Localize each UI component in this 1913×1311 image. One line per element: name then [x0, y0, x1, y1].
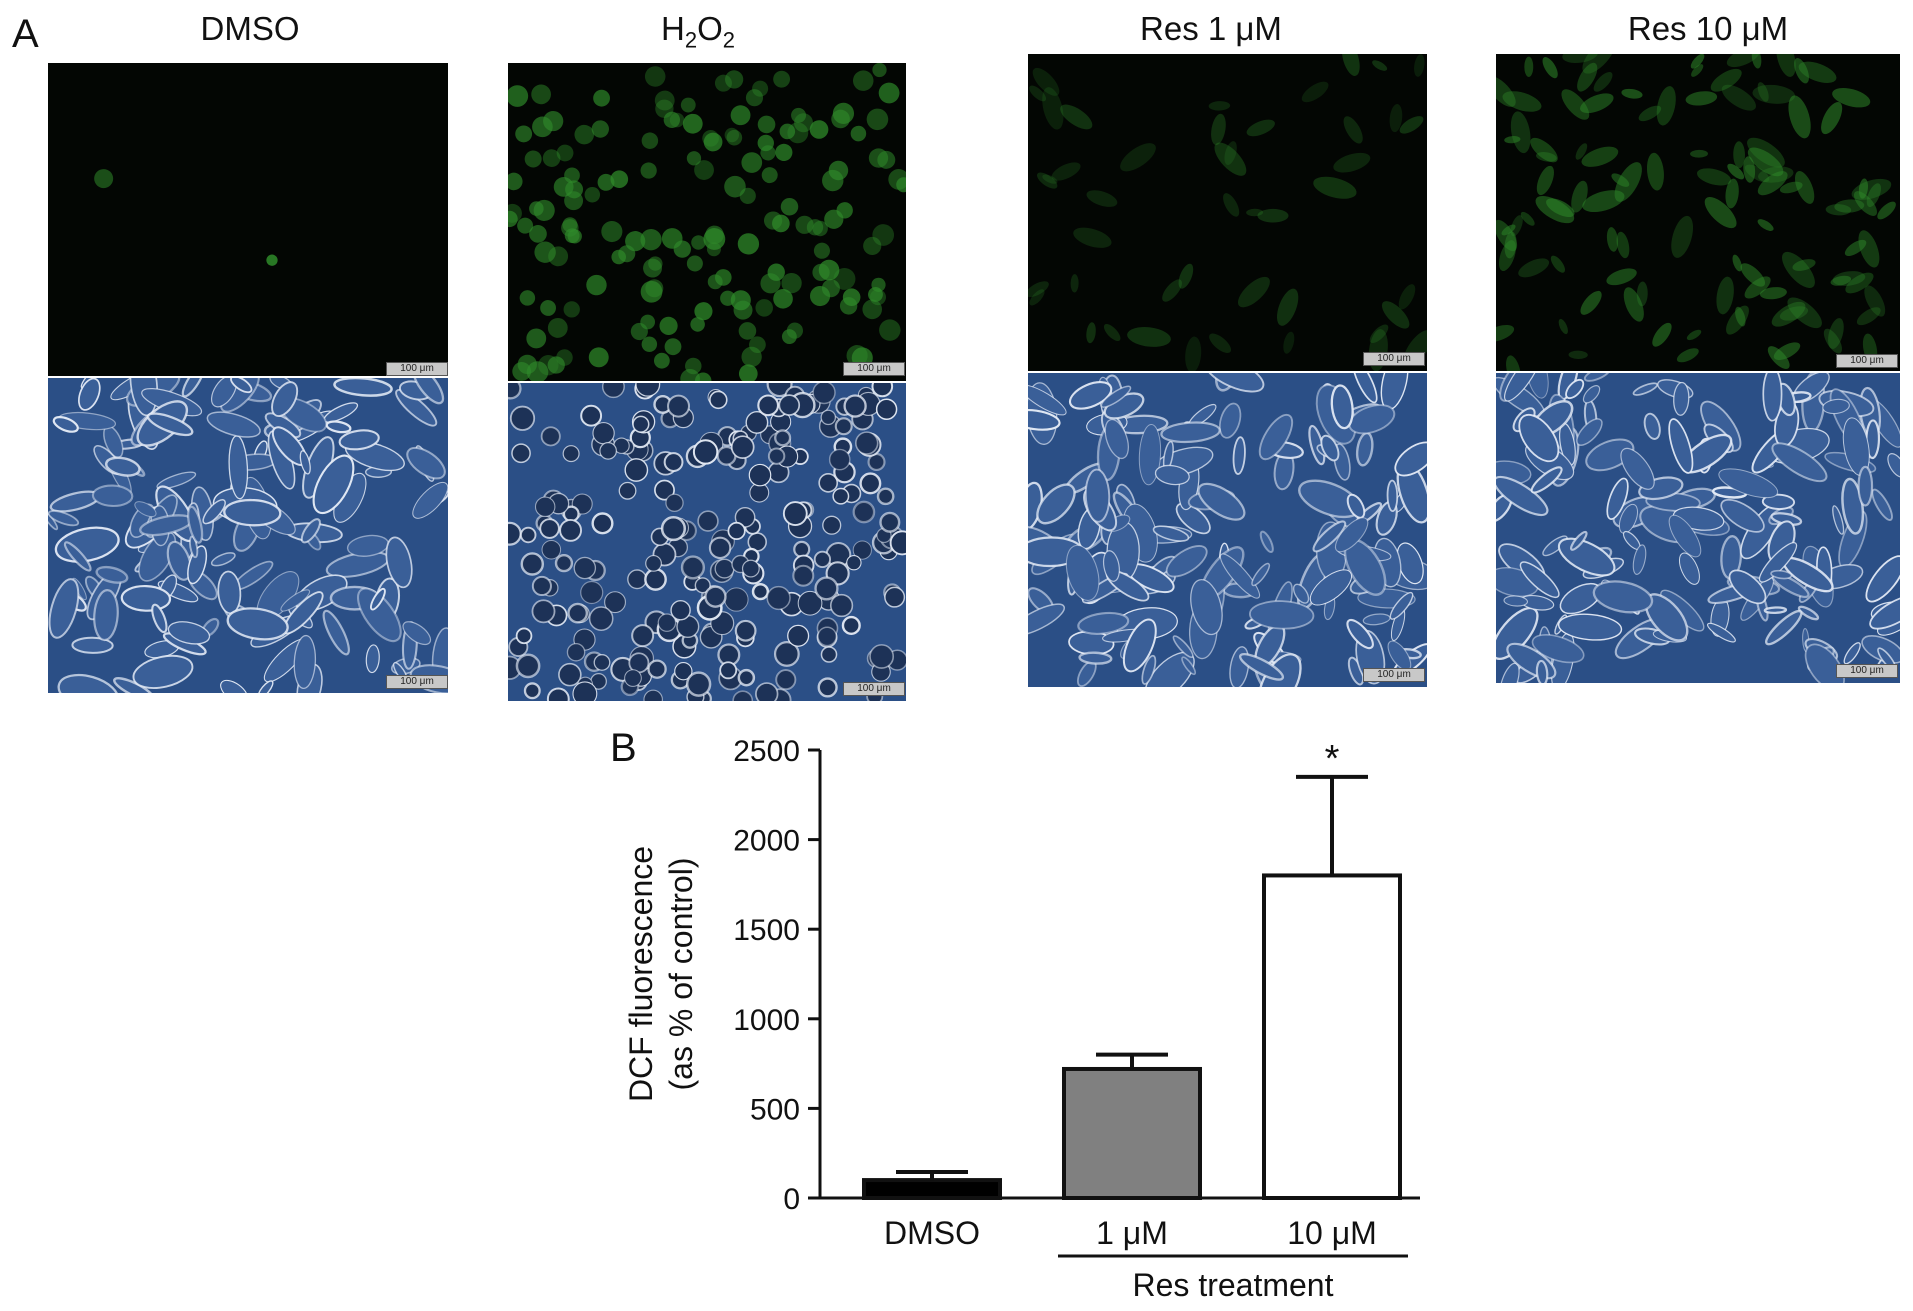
y-axis-label-line1: DCF fluorescence: [623, 846, 659, 1102]
bar-0: [862, 1178, 1002, 1200]
group-label: Res treatment: [1133, 1267, 1334, 1303]
phase-image-dmso: [48, 378, 448, 693]
panel-a-letter: A: [12, 12, 39, 56]
scalebar-phase-res-1um: 100 μm: [1363, 668, 1425, 682]
phase-svg-3: [1496, 373, 1900, 683]
x-tick-labels: DMSO 1 μM 10 μM: [884, 1215, 1377, 1251]
column-title-dmso: DMSO: [200, 10, 300, 47]
bar-chart: 0 500 1000 1500 2000 2500 DCF fluorescence (a…: [623, 735, 1420, 1303]
scalebar-phase-h2o2: 100 μm: [843, 682, 905, 696]
column-title-res-10um: Res 10 μM: [1627, 10, 1789, 47]
fluor-svg-2: [1028, 54, 1427, 371]
scalebar-phase-res-10um: 100 μm: [1836, 664, 1898, 678]
y-tick-label-3: 1500: [733, 914, 800, 947]
y-axis-label-line2: (as % of control): [663, 858, 699, 1091]
fluorescence-image-h2o2: [508, 63, 906, 381]
significance-marker: *: [1325, 738, 1340, 780]
error-bars: [896, 774, 1368, 1181]
bars: [862, 873, 1402, 1201]
column-title-h2o2: H2O2: [660, 10, 735, 53]
fluorescence-image-res-10um: [1496, 54, 1900, 371]
scalebar-fluor-h2o2: 100 μm: [843, 362, 905, 376]
x-tick-label-2: 10 μM: [1287, 1215, 1377, 1251]
bar-1: [1062, 1066, 1202, 1201]
column-title-res-1um: Res 1 μM: [1140, 10, 1282, 47]
phase-image-h2o2: [508, 383, 906, 701]
bar-2: [1262, 873, 1402, 1200]
scalebar-fluor-res-10um: 100 μm: [1836, 354, 1898, 368]
phase-svg-0: [48, 378, 448, 693]
y-tick-label-4: 2000: [733, 825, 800, 858]
y-tick-label-5: 2500: [733, 735, 800, 768]
phase-svg-1: [508, 383, 906, 701]
fluor-svg-1: [508, 63, 906, 381]
x-tick-label-1: 1 μM: [1096, 1215, 1168, 1251]
fluor-svg-0: [48, 63, 448, 376]
scalebar-fluor-dmso: 100 μm: [386, 362, 448, 376]
y-tick-label-2: 1000: [733, 1004, 800, 1037]
scalebar-fluor-res-1um: 100 μm: [1363, 352, 1425, 366]
x-tick-label-0: DMSO: [884, 1215, 980, 1251]
phase-image-res-10um: [1496, 373, 1900, 683]
phase-svg-2: [1028, 373, 1427, 687]
y-axis-ticks: 0 500 1000 1500 2000 2500: [733, 735, 820, 1216]
panel-b-letter: B: [610, 726, 637, 770]
y-tick-label-0: 0: [783, 1183, 800, 1216]
fluor-svg-3: [1496, 54, 1900, 371]
y-tick-label-1: 500: [750, 1093, 800, 1126]
scalebar-phase-dmso: 100 μm: [386, 675, 448, 689]
fluorescence-image-dmso: [48, 63, 448, 376]
fluorescence-image-res-1um: [1028, 54, 1427, 371]
phase-image-res-1um: [1028, 373, 1427, 687]
